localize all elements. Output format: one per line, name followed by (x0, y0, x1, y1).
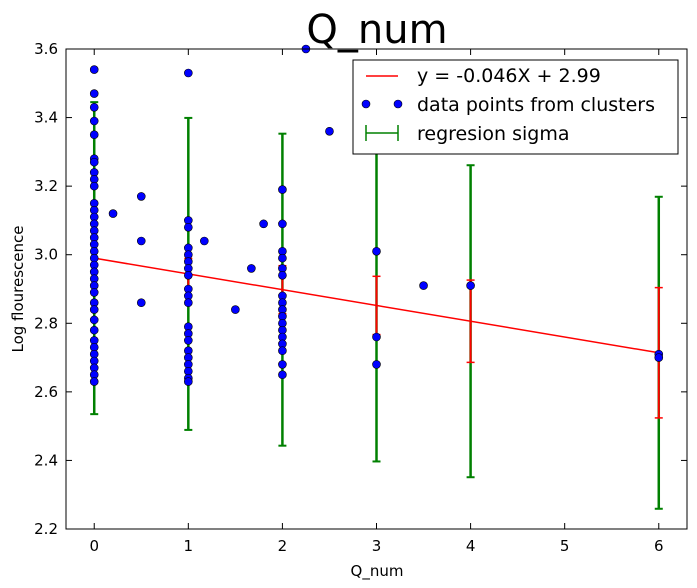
data-point (247, 264, 256, 273)
legend: y = -0.046X + 2.99 data points from clus… (352, 59, 679, 155)
data-point (231, 305, 240, 314)
data-point (372, 332, 381, 342)
data-point (89, 102, 99, 112)
data-point (89, 181, 99, 191)
data-point (89, 288, 99, 297)
data-point (278, 360, 287, 369)
data-point (184, 377, 193, 386)
data-point (278, 370, 287, 380)
data-point (89, 325, 99, 335)
data-point (419, 281, 428, 290)
y-tick-label: 2.8 (34, 314, 58, 332)
data-point (89, 130, 99, 140)
data-point (184, 222, 193, 232)
data-point (184, 68, 193, 78)
x-axis-label: Q_num (351, 562, 404, 581)
data-point (278, 346, 287, 356)
x-tick-label: 3 (372, 537, 382, 555)
x-tick-label: 0 (89, 537, 99, 555)
x-tick-label: 5 (560, 537, 570, 555)
x-tick-label: 2 (278, 537, 288, 555)
data-point (89, 116, 99, 126)
data-point (466, 281, 475, 290)
y-tick-label: 2.4 (34, 451, 58, 469)
data-point (278, 219, 287, 229)
legend-regression-label: y = -0.046X + 2.99 (417, 65, 601, 87)
axis-ticks: 0 1 2 3 4 5 6 2.2 2.4 2.6 2.8 3.0 3.2 3.4 3.6 (34, 40, 687, 555)
data-point (184, 298, 193, 308)
data-point (278, 270, 287, 280)
data-point (278, 185, 287, 194)
legend-box (352, 59, 679, 155)
chart-title: Q_num (306, 7, 447, 53)
x-tick-label: 4 (466, 537, 476, 555)
data-point (372, 246, 381, 256)
data-point (278, 253, 287, 263)
legend-points-swatch-left (361, 99, 371, 109)
plot-area (89, 44, 664, 510)
data-point (372, 360, 381, 369)
data-point (108, 209, 118, 218)
y-tick-label: 3.6 (34, 40, 58, 58)
legend-points-label: data points from clusters (417, 94, 655, 116)
y-tick-label: 3.2 (34, 177, 58, 195)
data-point (89, 65, 99, 74)
data-point (89, 377, 99, 386)
data-point (654, 353, 664, 362)
x-tick-label: 6 (654, 537, 664, 555)
y-tick-label: 3.4 (34, 109, 58, 127)
y-tick-label: 3.0 (34, 246, 58, 264)
y-tick-label: 2.6 (34, 383, 58, 401)
y-tick-label: 2.2 (34, 520, 58, 538)
data-point (89, 89, 99, 98)
data-point (184, 336, 193, 345)
y-axis-label: Log flourescence (9, 225, 27, 352)
data-point (89, 305, 99, 314)
data-point (136, 236, 146, 246)
legend-sigma-label: regresion sigma (417, 123, 570, 145)
x-tick-label: 1 (184, 537, 194, 555)
data-point (89, 157, 99, 167)
legend-points-swatch-right (393, 99, 403, 109)
data-point (184, 270, 193, 280)
data-point (325, 126, 334, 136)
data-point (259, 219, 268, 229)
data-point (136, 298, 146, 308)
data-point (89, 315, 99, 325)
data-point (200, 236, 209, 246)
data-point (136, 192, 146, 201)
